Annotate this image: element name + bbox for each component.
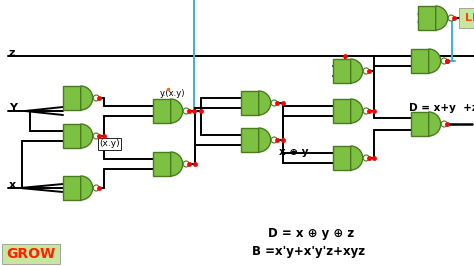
Circle shape — [93, 133, 99, 139]
Circle shape — [363, 108, 369, 114]
Wedge shape — [428, 112, 441, 136]
Bar — [2, 244, 60, 264]
Circle shape — [271, 137, 277, 143]
Text: D = x ⊕ y ⊕ z: D = x ⊕ y ⊕ z — [268, 227, 354, 239]
Wedge shape — [351, 146, 363, 170]
Circle shape — [441, 58, 447, 64]
Bar — [411, 112, 428, 136]
Bar — [418, 6, 436, 30]
Circle shape — [271, 100, 277, 106]
Wedge shape — [428, 49, 441, 73]
Bar — [411, 49, 428, 73]
Text: x: x — [9, 180, 16, 190]
Text: D = x+y  +z: D = x+y +z — [409, 103, 474, 113]
Bar — [63, 176, 81, 200]
Text: (x.y): (x.y) — [99, 139, 119, 148]
Wedge shape — [351, 59, 363, 83]
Text: x ⊕ y: x ⊕ y — [279, 147, 309, 157]
Bar — [63, 86, 81, 110]
Wedge shape — [351, 99, 363, 123]
Circle shape — [441, 121, 447, 127]
Wedge shape — [81, 124, 93, 148]
Bar — [333, 146, 351, 170]
Circle shape — [363, 155, 369, 161]
Wedge shape — [259, 91, 271, 115]
Wedge shape — [171, 152, 182, 176]
Wedge shape — [81, 86, 93, 110]
Wedge shape — [259, 128, 271, 152]
Circle shape — [183, 161, 189, 167]
Text: y.(x.y): y.(x.y) — [160, 89, 185, 98]
Text: GROW: GROW — [6, 247, 55, 261]
Bar — [153, 152, 171, 176]
Circle shape — [93, 185, 99, 191]
Text: Y: Y — [9, 103, 17, 113]
Circle shape — [363, 68, 369, 74]
Bar — [333, 99, 351, 123]
Bar — [153, 99, 171, 123]
Bar — [333, 59, 351, 83]
Text: LEARN: LEARN — [465, 13, 474, 23]
Bar — [241, 128, 259, 152]
Wedge shape — [436, 6, 447, 30]
Text: z: z — [9, 48, 15, 58]
Bar — [63, 124, 81, 148]
Wedge shape — [81, 176, 93, 200]
Bar — [241, 91, 259, 115]
Circle shape — [183, 108, 189, 114]
Circle shape — [448, 15, 454, 21]
Circle shape — [93, 95, 99, 101]
Text: B =x'y+x'y'z+xyz: B =x'y+x'y'z+xyz — [252, 246, 365, 259]
Wedge shape — [171, 99, 182, 123]
Bar — [459, 8, 474, 28]
